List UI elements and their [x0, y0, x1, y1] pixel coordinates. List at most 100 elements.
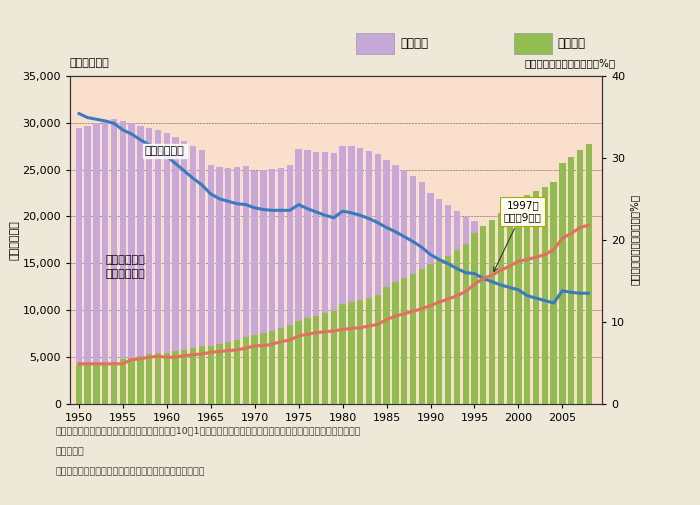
Bar: [533, 250, 539, 404]
Bar: [93, 364, 99, 404]
Bar: [507, 208, 513, 404]
Bar: [550, 182, 556, 404]
Bar: [524, 247, 531, 404]
Bar: [260, 333, 267, 404]
Bar: [76, 128, 82, 404]
Bar: [172, 351, 178, 404]
Bar: [146, 355, 153, 404]
Bar: [454, 250, 460, 404]
Bar: [216, 343, 223, 404]
Bar: [225, 168, 232, 404]
Bar: [568, 243, 575, 404]
Bar: [304, 318, 311, 404]
Bar: [111, 119, 117, 404]
Bar: [498, 235, 504, 404]
Bar: [533, 190, 539, 404]
Bar: [234, 167, 240, 404]
Text: 作成。: 作成。: [56, 447, 85, 456]
FancyBboxPatch shape: [514, 33, 552, 54]
Bar: [137, 126, 144, 404]
Y-axis label: 年少人口・老年人口割合（%）: 年少人口・老年人口割合（%）: [629, 194, 639, 285]
Bar: [251, 171, 258, 404]
Bar: [410, 274, 416, 404]
Bar: [489, 220, 495, 404]
Bar: [445, 256, 452, 404]
Bar: [243, 166, 249, 404]
Bar: [428, 264, 434, 404]
Bar: [445, 205, 452, 404]
Bar: [120, 359, 126, 404]
Bar: [515, 243, 522, 404]
Bar: [480, 226, 486, 404]
Text: 1997年
（平成9年）: 1997年 （平成9年）: [494, 200, 542, 272]
Y-axis label: 人口（千人）: 人口（千人）: [10, 220, 20, 260]
Bar: [269, 331, 275, 404]
Bar: [357, 148, 363, 404]
Bar: [313, 316, 319, 404]
Bar: [348, 302, 355, 404]
Bar: [190, 146, 196, 404]
Bar: [155, 130, 161, 404]
Bar: [384, 160, 390, 404]
Bar: [85, 365, 91, 404]
Bar: [102, 120, 108, 404]
Bar: [577, 150, 583, 404]
Bar: [278, 328, 284, 404]
Bar: [181, 141, 188, 404]
Bar: [207, 165, 214, 404]
Bar: [559, 241, 566, 404]
Bar: [295, 148, 302, 404]
Bar: [515, 201, 522, 404]
Bar: [128, 123, 134, 404]
Bar: [410, 176, 416, 404]
Bar: [586, 243, 592, 404]
Bar: [330, 311, 337, 404]
Text: 資料：総務省「国勢調査」、「人口推計（各年10月1日現在推計人口）」を基に、内閣府少子化対策推進室において: 資料：総務省「国勢調査」、「人口推計（各年10月1日現在推計人口）」を基に、内閣…: [56, 427, 361, 436]
Bar: [199, 346, 205, 404]
Bar: [164, 133, 170, 404]
Bar: [542, 254, 548, 404]
Bar: [260, 170, 267, 404]
Bar: [401, 278, 407, 404]
Bar: [234, 339, 240, 404]
Bar: [137, 356, 144, 404]
Bar: [322, 314, 328, 404]
Bar: [471, 233, 477, 404]
Bar: [102, 364, 108, 404]
Bar: [374, 155, 381, 404]
Bar: [155, 353, 161, 404]
Bar: [463, 244, 469, 404]
Bar: [207, 345, 214, 404]
Bar: [251, 335, 258, 404]
Bar: [85, 126, 91, 404]
Text: 年少人口割合: 年少人口割合: [145, 146, 185, 156]
Text: 老年人口: 老年人口: [558, 37, 586, 50]
Bar: [295, 321, 302, 404]
Bar: [489, 230, 495, 404]
Bar: [550, 257, 556, 404]
Bar: [287, 325, 293, 404]
Text: 人口（千人）: 人口（千人）: [70, 58, 110, 68]
Bar: [577, 243, 583, 404]
Bar: [436, 260, 442, 404]
Bar: [419, 182, 425, 404]
Bar: [225, 342, 232, 404]
Bar: [199, 150, 205, 404]
Bar: [120, 122, 126, 404]
Bar: [366, 150, 372, 404]
Bar: [287, 166, 293, 404]
Bar: [348, 146, 355, 404]
Bar: [366, 298, 372, 404]
Text: 年少人口・老年人口割合（%）: 年少人口・老年人口割合（%）: [525, 58, 616, 68]
Bar: [146, 128, 153, 404]
FancyBboxPatch shape: [356, 33, 394, 54]
Bar: [392, 165, 398, 404]
Bar: [586, 143, 592, 404]
Bar: [436, 199, 442, 404]
Bar: [340, 146, 346, 404]
Bar: [269, 169, 275, 404]
Bar: [419, 269, 425, 404]
Bar: [322, 153, 328, 404]
Bar: [304, 150, 311, 404]
Bar: [524, 195, 531, 404]
